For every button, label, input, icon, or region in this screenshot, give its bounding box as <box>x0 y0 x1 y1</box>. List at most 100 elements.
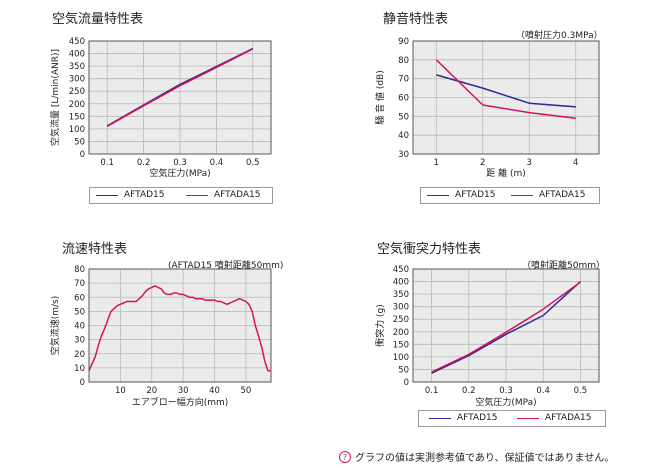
y-tick-label: 200 <box>69 100 85 110</box>
x-axis-label: 空気圧力(MPa) <box>475 396 536 408</box>
x-tick-label: 0.2 <box>137 158 151 168</box>
series-line-series-0 <box>88 285 271 372</box>
x-tick-label: 0.4 <box>536 386 550 396</box>
y-axis-label: 空気流量 [L/min(ANR)] <box>49 49 61 146</box>
y-tick-label: 300 <box>393 303 409 313</box>
y-tick-label: 50 <box>74 137 85 147</box>
y-tick-label: 0 <box>80 378 85 388</box>
legend-swatch-aftada15 <box>517 417 539 419</box>
x-tick-label: 0.1 <box>100 158 114 168</box>
x-tick-label: 50 <box>240 386 251 396</box>
velocity-chart-title: 流速特性表 <box>62 242 128 257</box>
y-tick-label: 250 <box>69 87 85 97</box>
y-tick-label: 20 <box>74 350 85 360</box>
noise-chart: 30 40 50 60 70 80 90 1 2 3 4 距 離 (m) 騒 音 値 (dB) <box>374 37 600 179</box>
legend-item-aftada15: AFTADA15 <box>517 413 592 423</box>
x-axis-label: エアブロー幅方向(mm) <box>132 396 229 408</box>
legend-swatch-aftad15 <box>96 194 118 196</box>
velocity-chart-note: (AFTAD15 噴射距離50mm) <box>168 261 284 271</box>
airflow-chart-title: 空気流量特性表 <box>52 12 144 27</box>
y-tick-label: 10 <box>74 364 85 374</box>
y-tick-label: 70 <box>74 279 85 289</box>
y-tick-label: 80 <box>398 56 409 66</box>
plot-frame <box>412 40 600 155</box>
airflow-chart: 0 50 100 150 200 250 300 350 400 450 0.1 0.2 0.3 0.4 0… <box>49 37 272 179</box>
legend-item-aftad15: AFTAD15 <box>429 413 498 423</box>
legend-label: AFTADA15 <box>539 190 586 200</box>
legend-item-aftada15: AFTADA15 <box>186 190 261 200</box>
y-tick-label: 350 <box>393 290 409 300</box>
x-tick-label: 2 <box>480 158 485 168</box>
x-tick-label: 40 <box>209 386 220 396</box>
y-tick-label: 100 <box>69 125 85 135</box>
x-tick-label: 0.5 <box>574 386 588 396</box>
y-axis-label: 空気流速(m/s) <box>49 296 61 356</box>
y-tick-label: 250 <box>393 315 409 325</box>
legend-label: AFTADA15 <box>545 413 592 423</box>
series-line-aftada15 <box>435 59 576 119</box>
x-tick-label: 3 <box>527 158 532 168</box>
y-tick-label: 30 <box>398 150 409 160</box>
y-tick-label: 60 <box>398 94 409 104</box>
y-tick-label: 40 <box>398 131 409 141</box>
legend-item-aftada15: AFTADA15 <box>511 190 586 200</box>
x-axis-label: 距 離 (m) <box>486 167 526 179</box>
x-tick-label: 0.1 <box>425 386 439 396</box>
y-tick-label: 150 <box>393 340 409 350</box>
x-tick-label: 0.5 <box>246 158 260 168</box>
footer-note: ? グラフの値は実測参考値であり、保証値ではありません。 <box>339 449 614 464</box>
y-tick-label: 50 <box>74 307 85 317</box>
series-line-aftada15 <box>431 281 581 373</box>
y-tick-label: 0 <box>80 150 85 160</box>
impact-legend: AFTAD15 AFTADA15 <box>418 410 606 427</box>
legend-label: AFTAD15 <box>455 190 496 200</box>
plot-frame <box>88 268 272 383</box>
y-tick-label: 50 <box>398 112 409 122</box>
legend-item-aftad15: AFTAD15 <box>427 190 496 200</box>
noise-chart-note: （噴射圧力0.3MPa） <box>516 31 603 41</box>
y-tick-label: 450 <box>393 265 409 275</box>
legend-swatch-aftada15 <box>511 194 533 196</box>
x-tick-label: 0.2 <box>462 386 476 396</box>
y-axis-label: 騒 音 値 (dB) <box>374 70 386 125</box>
legend-item-aftad15: AFTAD15 <box>96 190 165 200</box>
legend-label: AFTAD15 <box>457 413 498 423</box>
y-tick-label: 80 <box>74 265 85 275</box>
x-axis-label: 空気圧力(MPa) <box>149 167 210 179</box>
y-tick-label: 400 <box>393 278 409 288</box>
x-tick-label: 20 <box>146 386 157 396</box>
y-tick-label: 150 <box>69 112 85 122</box>
impact-chart-note: （噴射距離50mm） <box>522 261 605 271</box>
series-line-aftad15 <box>431 281 581 374</box>
y-tick-label: 300 <box>69 75 85 85</box>
y-tick-label: 90 <box>398 37 409 47</box>
x-tick-label: 10 <box>115 386 126 396</box>
noise-chart-title: 静音特性表 <box>383 12 449 27</box>
plot-frame <box>88 40 272 155</box>
plot-frame <box>412 268 600 383</box>
y-tick-label: 30 <box>74 336 85 346</box>
x-tick-label: 0.3 <box>173 158 187 168</box>
x-tick-label: 4 <box>573 158 578 168</box>
legend-label: AFTAD15 <box>124 190 165 200</box>
y-axis-label: 衝突力 (g) <box>374 304 386 347</box>
x-tick-label: 1 <box>434 158 439 168</box>
y-tick-label: 400 <box>69 50 85 60</box>
y-tick-label: 0 <box>404 378 409 388</box>
y-tick-label: 450 <box>69 37 85 47</box>
x-tick-label: 0.3 <box>499 386 513 396</box>
velocity-chart: 0 10 20 30 40 50 60 70 80 10 20 30 40 50 エアブロー幅方向(mm) 空… <box>49 265 272 408</box>
impact-chart: 0 50 100 150 200 250 300 350 400 450 0.1 0.2 0.3 0.4 0… <box>374 265 600 408</box>
footer-text: グラフの値は実測参考値であり、保証値ではありません。 <box>355 453 615 464</box>
legend-swatch-aftad15 <box>427 194 449 196</box>
impact-chart-title: 空気衝突力特性表 <box>377 242 482 257</box>
x-tick-label: 0.4 <box>210 158 224 168</box>
y-tick-label: 50 <box>398 365 409 375</box>
x-tick-label: 30 <box>178 386 189 396</box>
series-line-aftada15 <box>106 48 254 128</box>
y-tick-label: 200 <box>393 328 409 338</box>
legend-swatch-aftad15 <box>429 417 451 419</box>
legend-swatch-aftada15 <box>186 194 208 196</box>
noise-legend: AFTAD15 AFTADA15 <box>420 187 600 204</box>
airflow-legend: AFTAD15 AFTADA15 <box>89 187 273 204</box>
